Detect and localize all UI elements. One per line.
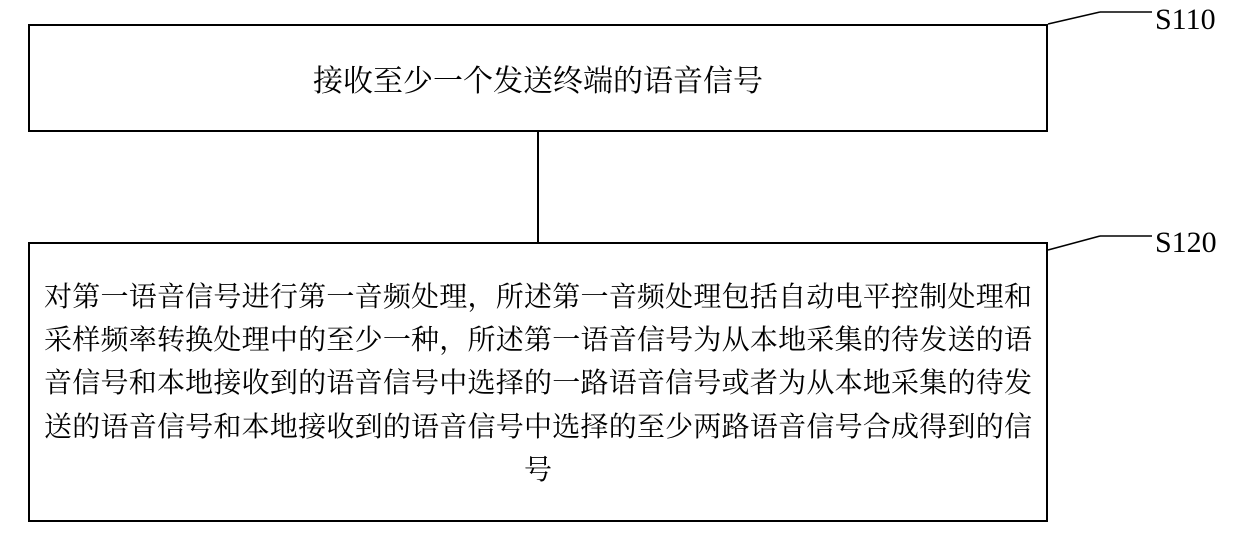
callout-lead-s120 (0, 0, 1240, 547)
flowchart-canvas: 接收至少一个发送终端的语音信号 对第一语音信号进行第一音频处理，所述第一音频处理… (0, 0, 1240, 547)
callout-label-s120: S120 (1155, 226, 1217, 260)
